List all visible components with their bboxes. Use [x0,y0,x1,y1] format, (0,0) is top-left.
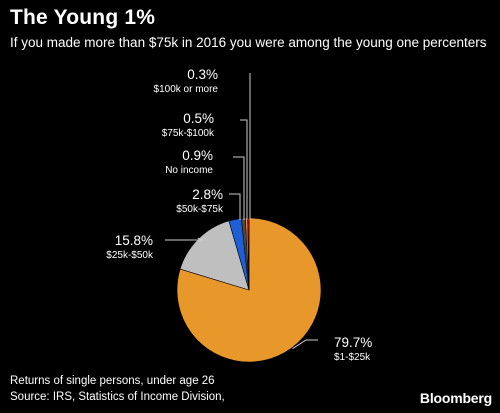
leader-line-no-income [233,156,245,220]
pie-slice--100k-or-more [247,217,250,291]
chart-title: The Young 1% [10,6,156,29]
slice-value--100k-or-more: 0.3% [187,67,218,82]
chart-subtitle: If you made more than $75k in 2016 you w… [10,35,487,50]
bloomberg-logo: Bloomberg [419,390,492,406]
slice-value--75k-100k: 0.5% [183,111,214,126]
slice-value--50k-75k: 2.8% [192,187,223,202]
leader-line--1-25k [292,339,318,350]
slice-label--100k-or-more: $100k or more [154,84,219,95]
leader-line--25k-50k [165,237,204,241]
leader-line--50k-75k [229,193,241,220]
leader-line--75k-100k [240,119,248,220]
slice-label--75k-100k: $75k-$100k [162,128,215,139]
slice-value--25k-50k: 15.8% [115,233,153,248]
slice-value--1-25k: 79.7% [334,335,372,350]
slice-label-no-income: No income [165,165,213,176]
slice-value-no-income: 0.9% [182,148,213,163]
slice-label--50k-75k: $50k-$75k [176,204,224,215]
slice-label--1-25k: $1-$25k [334,352,371,363]
chart-source: Source: IRS, Statistics of Income Divisi… [10,391,225,403]
chart-note: Returns of single persons, under age 26 [10,375,215,387]
slice-label--25k-50k: $25k-$50k [106,250,154,261]
